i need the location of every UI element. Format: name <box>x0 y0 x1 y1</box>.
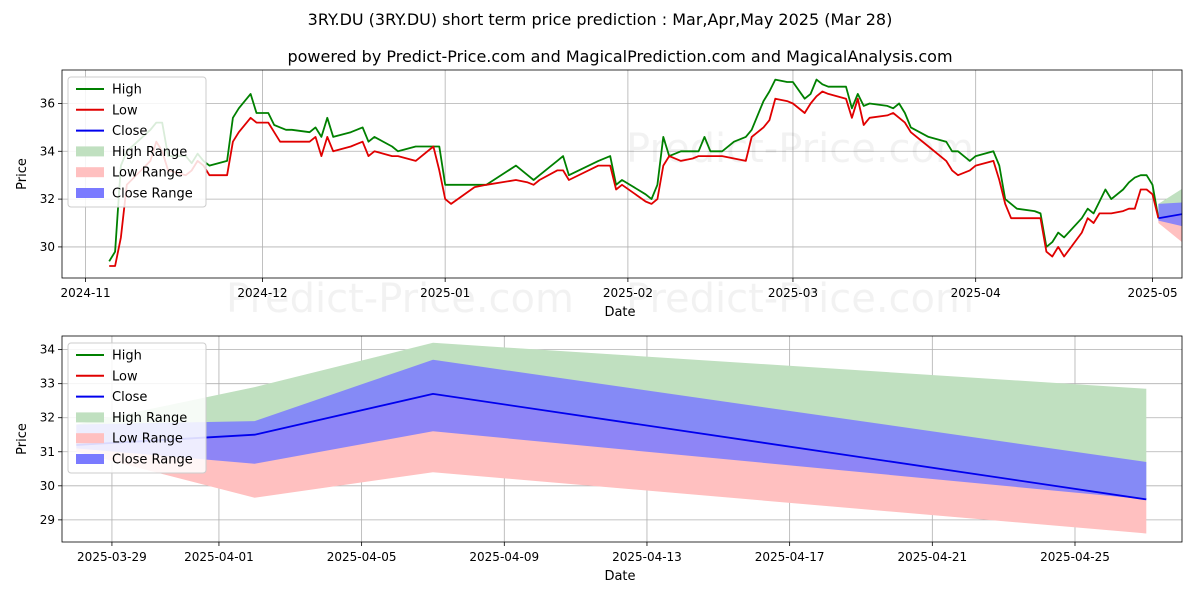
x-tick-label: 2025-04-05 <box>327 550 397 564</box>
y-tick-label: 30 <box>40 240 55 254</box>
legend-label: Low <box>112 103 138 118</box>
legend-label: Close Range <box>112 453 193 468</box>
y-tick-label: 32 <box>40 411 55 425</box>
top-price-chart: Predict-Price.com Predict-Price.com Predic… <box>15 69 1183 322</box>
legend: High Low Close High Range Low Range Close Ran… <box>67 342 207 474</box>
series-line-close <box>1158 213 1182 220</box>
watermark-text: Predict-Price.com <box>626 276 974 322</box>
legend-swatch <box>76 454 104 464</box>
x-tick-label: 2025-04-13 <box>612 550 682 564</box>
legend-item: Low <box>76 103 138 118</box>
legend-item: High Range <box>76 411 187 426</box>
x-tick-label: 2025-05 <box>1127 286 1177 300</box>
series-line-high <box>108 78 1160 262</box>
x-tick-label: 2024-11 <box>61 286 111 300</box>
legend-label: Low <box>112 369 138 384</box>
x-tick-label: 2025-03 <box>768 286 818 300</box>
legend-item: Close <box>76 390 147 405</box>
legend-item: Close <box>76 124 147 139</box>
x-tick-label: 2025-03-29 <box>77 550 147 564</box>
chart-subtitle: powered by Predict-Price.com and Magical… <box>287 47 952 66</box>
legend-item: High <box>76 83 142 98</box>
legend-label: Close Range <box>112 187 193 202</box>
legend-item: Low <box>76 369 138 384</box>
legend-item: Low Range <box>76 166 183 181</box>
x-axis-label: Date <box>604 305 635 320</box>
x-axis: 2024-11 2024-12 2025-01 2025-02 2025-03 2025-… <box>61 278 1178 320</box>
series-band-high-range <box>1158 188 1182 219</box>
y-tick-label: 32 <box>40 192 55 206</box>
y-tick-label: 31 <box>40 445 55 459</box>
y-tick-label: 34 <box>40 144 55 158</box>
y-tick-label: 33 <box>40 377 55 391</box>
y-axis-label: Price <box>15 158 30 190</box>
x-tick-label: 2024-12 <box>237 286 287 300</box>
y-axis: 29 30 31 32 33 34 Price <box>15 343 62 527</box>
plot-area <box>76 342 1147 534</box>
x-axis: 2025-03-29 2025-04-01 2025-04-05 2025-04-09… <box>77 542 1110 584</box>
series-band-close-range <box>1158 202 1182 227</box>
series-band-close-range <box>76 359 1147 500</box>
bottom-forecast-chart: Predict-Price.comPredict-Price.com2025-0… <box>15 335 1183 584</box>
legend-swatch <box>76 412 104 423</box>
legend-item: High <box>76 349 142 364</box>
watermark-text: Predict-Price.com <box>626 126 974 172</box>
axes-frame <box>61 69 1183 279</box>
legend-item: Close Range <box>76 453 193 468</box>
y-tick-label: 29 <box>40 513 55 527</box>
watermark: Predict-Price.com Predict-Price.com Predic… <box>226 126 974 322</box>
x-tick-label: 2025-02 <box>603 286 653 300</box>
legend-label: Low Range <box>112 432 183 447</box>
legend-label: High <box>112 349 142 364</box>
legend-item: Close Range <box>76 187 193 202</box>
x-tick-label: 2025-04-21 <box>897 550 967 564</box>
x-tick-label: 2025-04-01 <box>184 550 254 564</box>
y-axis: 30 32 34 36 Price <box>15 96 62 254</box>
x-tick-label: 2025-04 <box>951 286 1001 300</box>
legend-label: Close <box>112 390 147 405</box>
x-tick-label: 2025-01 <box>420 286 470 300</box>
y-axis-label: Price <box>15 423 30 455</box>
legend-label: High <box>112 83 142 98</box>
legend-label: Low Range <box>112 166 183 181</box>
axes-frame <box>61 335 1183 543</box>
y-tick-label: 36 <box>40 96 55 110</box>
watermark-text: Predict-Price.com <box>226 276 574 322</box>
series-band-high-range <box>76 342 1147 500</box>
y-tick-label: 34 <box>40 343 55 357</box>
x-tick-label: 2025-04-25 <box>1040 550 1110 564</box>
legend-label: Close <box>112 124 147 139</box>
y-tick-label: 30 <box>40 479 55 493</box>
legend-label: High Range <box>112 145 187 160</box>
legend-item: High Range <box>76 145 187 160</box>
legend-swatch <box>76 188 104 198</box>
legend-swatch <box>76 433 104 444</box>
x-tick-label: 2025-04-09 <box>469 550 539 564</box>
legend-label: High Range <box>112 411 187 426</box>
gridlines <box>62 70 1182 278</box>
plot-area <box>108 78 1182 267</box>
x-axis-label: Date <box>604 569 635 584</box>
legend-item: Low Range <box>76 432 183 447</box>
x-tick-label: 2025-04-17 <box>755 550 825 564</box>
legend-swatch <box>76 167 104 178</box>
series-line-low <box>109 90 1160 267</box>
chart-title: 3RY.DU (3RY.DU) short term price predict… <box>308 10 893 29</box>
legend-swatch <box>76 146 104 157</box>
legend: High Low Close High Range Low Range Close Ran… <box>67 76 207 208</box>
